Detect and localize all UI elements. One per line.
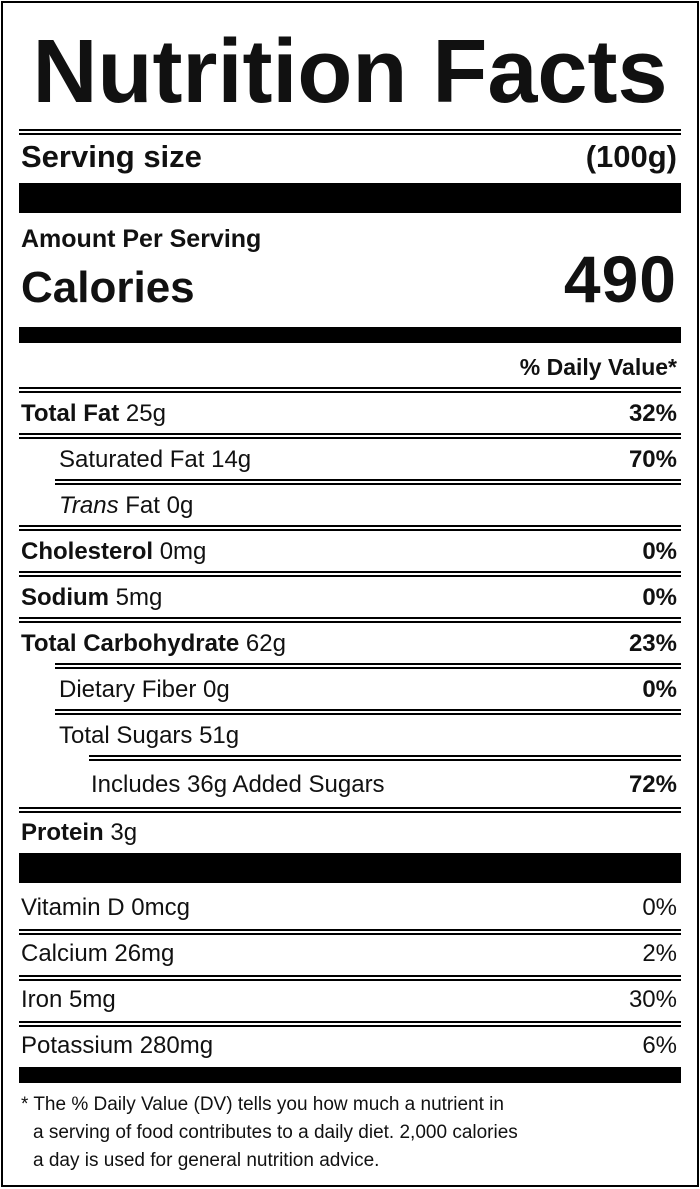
nutrient-name: Total Fat: [21, 400, 120, 427]
nutrient-row-total-carbohydrate: Total Carbohydrate 62g 23%: [21, 625, 677, 663]
nutrient-name: Fat: [125, 492, 160, 519]
nutrient-dv: 0%: [642, 538, 677, 565]
nutrient-dv: 23%: [628, 630, 677, 657]
nutrient-row-protein: Protein 3g: [21, 813, 677, 853]
vitamin-row-vitamin-d: Vitamin D 0mcg 0%: [21, 889, 677, 927]
vitamin-dv: 2%: [642, 940, 677, 967]
nutrient-row-added-sugars: Includes 36g Added Sugars 72%: [91, 765, 677, 805]
nutrient-amount: 51g: [199, 722, 240, 749]
nutrient-row-dietary-fiber: Dietary Fiber 0g 0%: [59, 671, 677, 709]
serving-size-label: Serving size: [21, 139, 202, 174]
thick-divider: [19, 183, 681, 213]
amount-per-serving-row: Amount Per Serving: [21, 222, 677, 256]
nutrient-dv: 72%: [628, 771, 677, 798]
nutrient-row-saturated-fat: Saturated Fat 14g 70%: [59, 441, 677, 479]
nutrient-name: Includes 36g Added Sugars: [91, 771, 385, 798]
footnote-line: a day is used for general nutrition advi…: [33, 1150, 380, 1171]
nutrient-name: Total Sugars: [59, 722, 193, 749]
calories-value: 490: [563, 242, 677, 316]
divider: [19, 433, 681, 439]
nutrient-dv: 0%: [642, 676, 677, 703]
calories-label: Calories: [21, 263, 195, 312]
vitamin-row-calcium: Calcium 26mg 2%: [21, 935, 677, 973]
divider: [19, 1021, 681, 1027]
nutrient-name: Dietary Fiber: [59, 676, 197, 703]
daily-value-header-text: % Daily Value*: [519, 353, 677, 380]
divider: [55, 663, 681, 669]
thick-divider: [19, 1067, 681, 1083]
vitamin-row-potassium: Potassium 280mg 6%: [21, 1027, 677, 1065]
nutrient-amount: 0g: [166, 492, 194, 519]
nutrient-row-total-fat: Total Fat 25g 32%: [21, 395, 677, 433]
vitamin-name: Iron 5mg: [21, 986, 116, 1013]
divider: [89, 755, 681, 761]
vitamin-row-iron: Iron 5mg 30%: [21, 981, 677, 1019]
calories-row: Calories 490: [21, 242, 677, 317]
nutrient-name: Total Carbohydrate: [21, 630, 240, 657]
nutrient-name: Sodium: [21, 584, 109, 611]
nutrient-row-trans-fat: Trans Fat 0g: [59, 487, 677, 525]
divider: [19, 617, 681, 623]
divider: [19, 807, 681, 813]
nutrient-name: Cholesterol: [21, 538, 154, 565]
nutrient-name: Saturated Fat: [59, 446, 205, 473]
vitamin-dv: 30%: [628, 986, 677, 1013]
nutrient-name: Protein: [21, 819, 104, 846]
divider: [55, 709, 681, 715]
nutrient-dv: 32%: [628, 400, 677, 427]
footnote-line: * The % Daily Value (DV) tells you how m…: [21, 1094, 504, 1115]
nutrient-amount: 3g: [110, 819, 138, 846]
divider: [55, 479, 681, 485]
nutrient-row-cholesterol: Cholesterol 0mg 0%: [21, 533, 677, 571]
nutrient-name-italic: Trans: [59, 492, 119, 519]
serving-size-row: Serving size (100g): [21, 137, 677, 177]
nutrient-dv: 0%: [642, 584, 677, 611]
divider: [19, 571, 681, 577]
nutrient-amount: 5mg: [115, 584, 163, 611]
nutrient-amount: 0g: [203, 676, 230, 703]
daily-value-header: % Daily Value*: [21, 349, 677, 385]
label-title: Nutrition Facts: [32, 22, 668, 122]
thick-divider: [19, 853, 681, 883]
serving-size-value: (100g): [585, 139, 677, 174]
nutrient-amount: 0mg: [159, 538, 207, 565]
divider: [19, 929, 681, 935]
nutrient-amount: 25g: [125, 400, 166, 427]
divider: [19, 387, 681, 393]
divider: [19, 129, 681, 135]
amount-per-serving-label: Amount Per Serving: [21, 224, 262, 253]
divider: [19, 975, 681, 981]
thick-divider: [19, 327, 681, 343]
divider: [19, 525, 681, 531]
vitamin-dv: 6%: [642, 1032, 677, 1059]
footnote: * The % Daily Value (DV) tells you how m…: [21, 1091, 667, 1175]
nutrient-row-total-sugars: Total Sugars 51g: [59, 717, 677, 755]
vitamin-name: Vitamin D 0mcg: [21, 894, 190, 921]
vitamin-name: Calcium 26mg: [21, 940, 175, 967]
nutrient-amount: 62g: [245, 630, 286, 657]
nutrient-row-sodium: Sodium 5mg 0%: [21, 579, 677, 617]
nutrient-dv: 70%: [628, 446, 677, 473]
vitamin-dv: 0%: [642, 894, 677, 921]
vitamin-name: Potassium 280mg: [21, 1032, 214, 1059]
footnote-line: a serving of food contributes to a daily…: [33, 1122, 518, 1143]
nutrient-amount: 14g: [211, 446, 252, 473]
